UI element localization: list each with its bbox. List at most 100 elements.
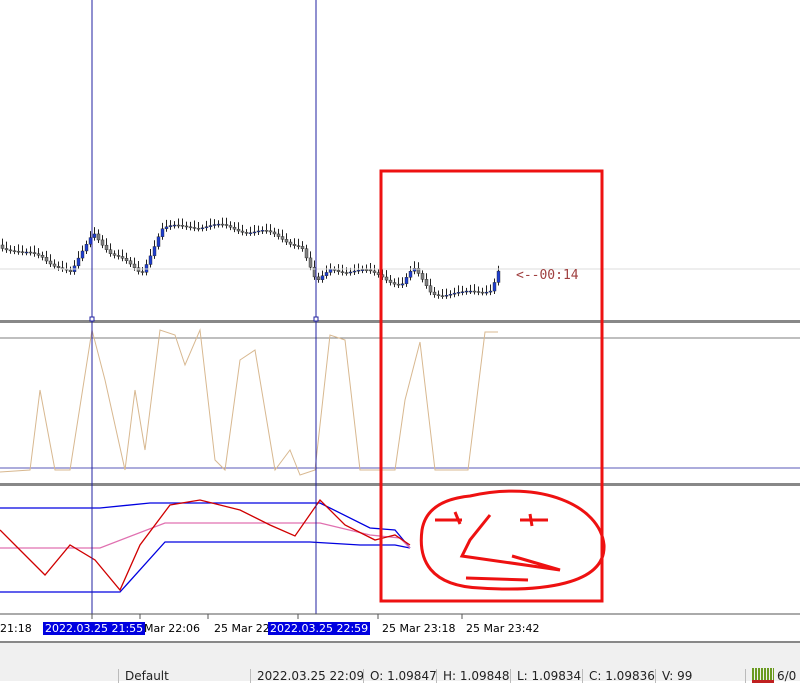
candle [248, 232, 253, 234]
bar-datetime: 2022.03.25 22:09 [250, 669, 364, 683]
candle [448, 294, 453, 296]
candle [320, 275, 325, 280]
candle [492, 282, 497, 292]
candle [24, 251, 29, 254]
candle [200, 227, 205, 230]
candle [124, 258, 129, 261]
price-chart[interactable] [0, 0, 800, 641]
candle [388, 279, 393, 283]
candle [468, 290, 473, 293]
candle [392, 282, 397, 285]
lower-band-line [0, 541, 411, 593]
candle [372, 270, 377, 273]
candle [404, 277, 409, 285]
low-price: L: 1.09834 [510, 669, 581, 683]
candle [272, 231, 277, 235]
candle [80, 250, 85, 259]
candle [56, 266, 61, 268]
crosshair-time-label: 2022.03.25 21:55 [43, 622, 146, 635]
candle [104, 244, 109, 250]
bar-countdown: <--00:14 [516, 268, 579, 283]
candle [112, 253, 117, 256]
candle [300, 246, 305, 249]
candle [344, 272, 349, 274]
connection-status[interactable]: 6/0 [745, 668, 797, 683]
pane-separator[interactable] [0, 483, 800, 486]
time-label: 25 Mar 22: [214, 622, 274, 635]
candle [328, 269, 333, 273]
pane-separator[interactable] [0, 320, 800, 323]
candle [336, 269, 341, 272]
candle [228, 225, 233, 228]
candle [180, 225, 185, 227]
candle [32, 252, 37, 254]
candle [148, 255, 153, 265]
candle [204, 226, 209, 229]
candle [420, 273, 425, 280]
candle [132, 263, 137, 268]
candle [92, 233, 97, 238]
candle [52, 263, 57, 267]
candle [16, 250, 21, 253]
connection-text: 6/0 [777, 669, 797, 683]
candle [84, 244, 89, 252]
candle [428, 285, 433, 293]
high-price: H: 1.09848 [436, 669, 510, 683]
candle [496, 270, 501, 283]
candle [364, 269, 369, 271]
candle [384, 276, 389, 281]
candle [136, 267, 141, 272]
candle [176, 224, 181, 227]
upper-band-line [0, 502, 411, 549]
candle [108, 249, 113, 254]
crosshair-time-label: 2022.03.25 22:59 [268, 622, 371, 635]
candle [400, 283, 405, 286]
connection-bars-icon [752, 668, 774, 683]
time-label: 25 Mar 23:18 [382, 622, 456, 635]
candle [68, 269, 73, 272]
candle [220, 223, 225, 226]
candle [216, 223, 221, 226]
candle [168, 225, 173, 228]
candle [464, 290, 469, 293]
candle [352, 270, 357, 273]
candle [12, 250, 17, 252]
candle [172, 224, 177, 227]
candle [20, 251, 25, 253]
candle [212, 224, 217, 226]
candle [252, 231, 257, 234]
candle [308, 257, 313, 268]
candle [416, 268, 421, 274]
candle [408, 271, 413, 278]
candle [332, 269, 337, 271]
candle [340, 271, 345, 273]
candle [356, 269, 361, 272]
candle [444, 295, 449, 297]
time-label: 21:18 [0, 622, 32, 635]
candle [296, 245, 301, 247]
candle [232, 226, 237, 230]
candle [48, 260, 53, 265]
candle [472, 290, 477, 293]
candle [256, 230, 261, 233]
candle [396, 283, 401, 286]
candle [260, 230, 265, 232]
candle [488, 290, 493, 293]
candle [128, 260, 133, 265]
candle [484, 291, 489, 294]
crosshair-marker [313, 316, 319, 322]
candle [316, 276, 321, 280]
candle [196, 227, 201, 230]
candle [476, 291, 481, 293]
open-price: O: 1.09847 [363, 669, 437, 683]
candle [28, 251, 33, 254]
candle [368, 269, 373, 272]
candle [96, 233, 101, 241]
candle [244, 232, 249, 234]
candle [156, 236, 161, 247]
candle [8, 249, 13, 252]
candle [284, 239, 289, 243]
candle [76, 257, 81, 267]
candlesticks [0, 217, 501, 299]
candle [4, 248, 9, 251]
